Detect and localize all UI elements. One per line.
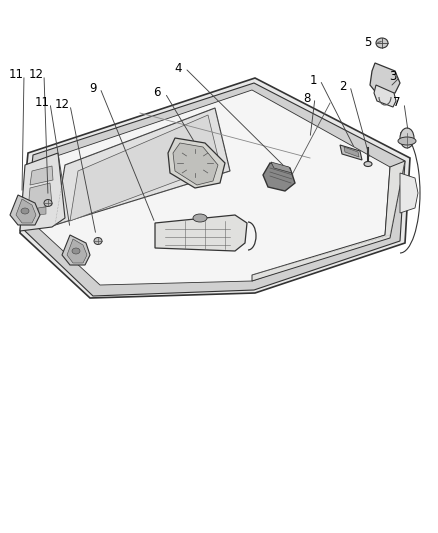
Polygon shape bbox=[10, 195, 40, 225]
Text: 7: 7 bbox=[393, 96, 401, 109]
Polygon shape bbox=[70, 115, 220, 221]
Text: 8: 8 bbox=[303, 92, 311, 104]
Polygon shape bbox=[20, 78, 410, 298]
Ellipse shape bbox=[398, 137, 416, 145]
Polygon shape bbox=[252, 161, 405, 281]
Ellipse shape bbox=[400, 128, 414, 148]
Polygon shape bbox=[30, 166, 53, 185]
Polygon shape bbox=[400, 173, 418, 213]
Ellipse shape bbox=[21, 208, 29, 214]
Polygon shape bbox=[340, 145, 362, 160]
Polygon shape bbox=[374, 85, 396, 107]
Ellipse shape bbox=[193, 214, 207, 222]
Polygon shape bbox=[263, 163, 295, 191]
Ellipse shape bbox=[44, 199, 52, 206]
Ellipse shape bbox=[364, 161, 372, 166]
Text: 6: 6 bbox=[153, 86, 161, 100]
Polygon shape bbox=[28, 207, 36, 215]
Polygon shape bbox=[35, 90, 390, 285]
Text: 5: 5 bbox=[364, 36, 372, 50]
Polygon shape bbox=[168, 138, 225, 188]
Text: 11: 11 bbox=[8, 69, 24, 82]
Polygon shape bbox=[25, 83, 405, 296]
Polygon shape bbox=[370, 63, 400, 95]
Polygon shape bbox=[20, 153, 65, 231]
Polygon shape bbox=[16, 199, 36, 223]
Text: 3: 3 bbox=[389, 70, 397, 84]
Ellipse shape bbox=[94, 238, 102, 245]
Text: 12: 12 bbox=[54, 99, 70, 111]
Polygon shape bbox=[28, 183, 52, 211]
Polygon shape bbox=[62, 235, 90, 265]
Text: 9: 9 bbox=[89, 82, 97, 94]
Polygon shape bbox=[344, 147, 359, 157]
Text: 1: 1 bbox=[309, 74, 317, 86]
Polygon shape bbox=[55, 108, 230, 225]
Text: 4: 4 bbox=[174, 61, 182, 75]
Ellipse shape bbox=[376, 38, 388, 48]
Text: 2: 2 bbox=[339, 79, 347, 93]
Polygon shape bbox=[271, 162, 292, 173]
Text: 11: 11 bbox=[35, 96, 49, 109]
Text: 12: 12 bbox=[28, 69, 43, 82]
Ellipse shape bbox=[72, 248, 80, 254]
Polygon shape bbox=[38, 207, 46, 215]
Polygon shape bbox=[67, 239, 87, 263]
Polygon shape bbox=[155, 215, 247, 251]
Polygon shape bbox=[173, 143, 218, 185]
